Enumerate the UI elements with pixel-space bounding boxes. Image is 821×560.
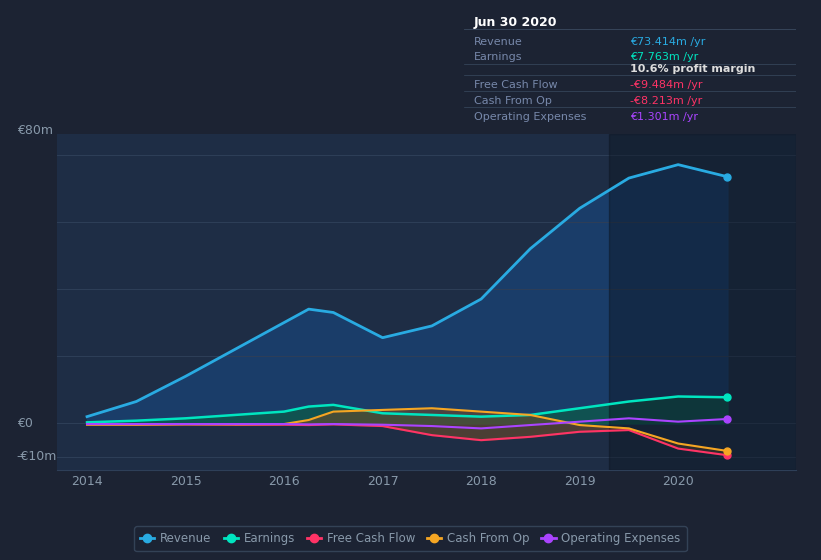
Text: 10.6% profit margin: 10.6% profit margin [631,63,755,73]
Text: €80m: €80m [17,124,53,137]
Bar [609,134,796,470]
Text: -€10m: -€10m [17,450,57,464]
Legend: Revenue, Earnings, Free Cash Flow, Cash From Op, Operating Expenses: Revenue, Earnings, Free Cash Flow, Cash … [135,526,686,551]
Text: Cash From Op: Cash From Op [474,96,552,106]
Text: €7.763m /yr: €7.763m /yr [631,52,699,62]
Text: Free Cash Flow: Free Cash Flow [474,80,557,90]
Text: -€8.213m /yr: -€8.213m /yr [631,96,703,106]
Text: €0: €0 [17,417,33,430]
Text: -€9.484m /yr: -€9.484m /yr [631,80,703,90]
Text: Operating Expenses: Operating Expenses [474,112,586,122]
Text: €1.301m /yr: €1.301m /yr [631,112,698,122]
Text: Jun 30 2020: Jun 30 2020 [474,16,557,30]
Text: €73.414m /yr: €73.414m /yr [631,37,705,47]
Text: Revenue: Revenue [474,37,523,47]
Text: Earnings: Earnings [474,52,522,62]
